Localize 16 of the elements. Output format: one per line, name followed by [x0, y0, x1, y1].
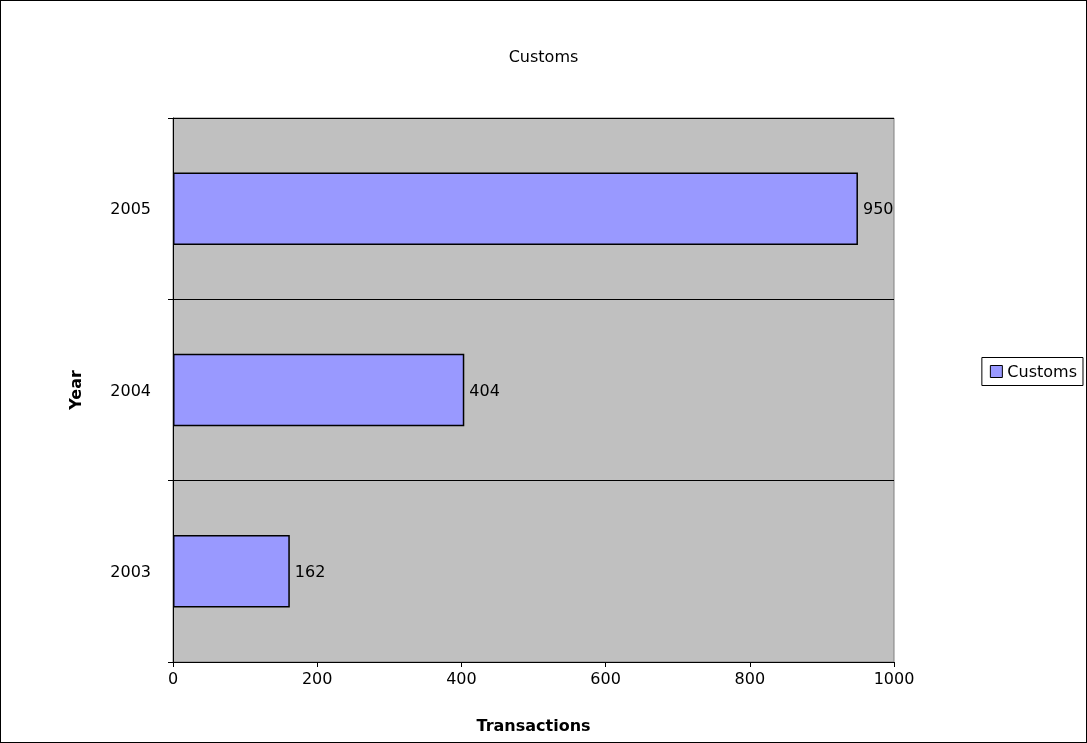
x-tick-label: 200	[301, 668, 333, 688]
x-tick-label: 800	[734, 668, 766, 688]
legend-label: Customs	[1007, 362, 1078, 381]
x-axis-title: Transactions	[476, 715, 591, 735]
y-tick-label: 2003	[110, 561, 151, 581]
chart-title: Customs	[508, 46, 579, 66]
x-tick-label: 1000	[873, 668, 915, 688]
y-tick-label: 2004	[110, 380, 151, 400]
y-axis-title: Year	[65, 370, 85, 411]
x-tick-label: 0	[167, 668, 179, 688]
data-label: 162	[294, 561, 326, 581]
data-label: 950	[862, 199, 894, 219]
x-tick-label: 400	[446, 668, 477, 688]
y-tick-label: 2005	[110, 199, 151, 219]
x-tick-label: 600	[590, 668, 621, 688]
data-label: 404	[469, 380, 500, 400]
